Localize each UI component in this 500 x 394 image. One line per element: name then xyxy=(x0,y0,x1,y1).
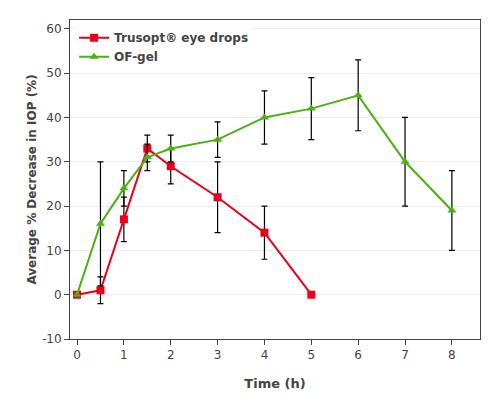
svg-text:40: 40 xyxy=(46,111,61,125)
svg-text:20: 20 xyxy=(46,199,61,213)
svg-text:10: 10 xyxy=(46,244,61,258)
svg-text:3: 3 xyxy=(214,348,222,362)
svg-text:2: 2 xyxy=(167,348,175,362)
svg-text:5: 5 xyxy=(307,348,315,362)
svg-text:7: 7 xyxy=(401,348,409,362)
svg-text:-10: -10 xyxy=(42,332,62,346)
svg-text:0: 0 xyxy=(54,288,62,302)
svg-text:0: 0 xyxy=(73,348,81,362)
svg-text:6: 6 xyxy=(354,348,362,362)
svg-text:60: 60 xyxy=(46,22,61,36)
svg-text:Average % Decrease in IOP (%): Average % Decrease in IOP (%) xyxy=(25,74,39,284)
svg-text:OF-gel: OF-gel xyxy=(114,50,158,64)
svg-text:30: 30 xyxy=(46,155,61,169)
svg-text:50: 50 xyxy=(46,66,61,80)
svg-text:Trusopt® eye drops: Trusopt® eye drops xyxy=(114,31,248,45)
svg-text:4: 4 xyxy=(261,348,269,362)
svg-text:1: 1 xyxy=(120,348,128,362)
svg-text:8: 8 xyxy=(448,348,456,362)
svg-text:Time (h): Time (h) xyxy=(244,376,305,391)
